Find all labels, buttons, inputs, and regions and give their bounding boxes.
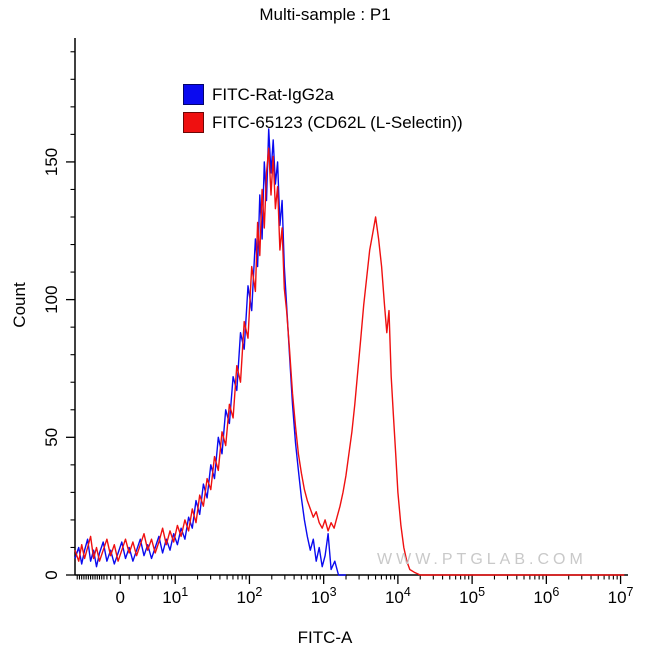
- watermark: WWW.PTGLAB.COM: [377, 551, 587, 568]
- legend-label-control: FITC-Rat-IgG2a: [212, 84, 334, 104]
- x-major-ticks: 0 101 102 103 104 105 106 107: [116, 575, 634, 607]
- y-tick-label: 0: [42, 570, 61, 579]
- x-tick-label: 103: [311, 585, 337, 607]
- y-minor-ticks: [70, 51, 75, 549]
- y-tick-label: 150: [42, 148, 61, 176]
- x-tick-label: 107: [608, 585, 634, 607]
- y-tick-label: 100: [42, 285, 61, 313]
- legend-item-antibody: FITC-65123 (CD62L (L-Selectin)): [183, 112, 463, 133]
- series-FITC-65123 (CD62L (L-Selectin)): [74, 147, 625, 576]
- series-group: [74, 128, 625, 576]
- legend: FITC-Rat-IgG2a FITC-65123 (CD62L (L-Sele…: [183, 84, 463, 133]
- plot-area: 0 101 102 103 104 105 106 107 0 50 100 150: [42, 38, 634, 607]
- y-major-ticks: 0 50 100 150: [42, 148, 75, 580]
- x-tick-label: 105: [459, 585, 485, 607]
- series-FITC-Rat-IgG2a: [74, 128, 346, 576]
- x-tick-label: 102: [236, 585, 262, 607]
- legend-label-antibody: FITC-65123 (CD62L (L-Selectin)): [212, 112, 463, 132]
- x-axis-label: FITC-A: [297, 628, 353, 647]
- legend-item-control: FITC-Rat-IgG2a: [183, 84, 463, 105]
- legend-swatch-blue: [183, 84, 204, 105]
- x-tick-label: 104: [385, 585, 411, 607]
- x-tick-label: 0: [116, 588, 125, 607]
- x-tick-label: 101: [162, 585, 188, 607]
- y-tick-label: 50: [42, 428, 61, 447]
- x-tick-label: 106: [533, 585, 559, 607]
- x-minor-ticks: [76, 575, 618, 580]
- legend-swatch-red: [183, 112, 204, 133]
- chart-title: Multi-sample : P1: [259, 5, 391, 24]
